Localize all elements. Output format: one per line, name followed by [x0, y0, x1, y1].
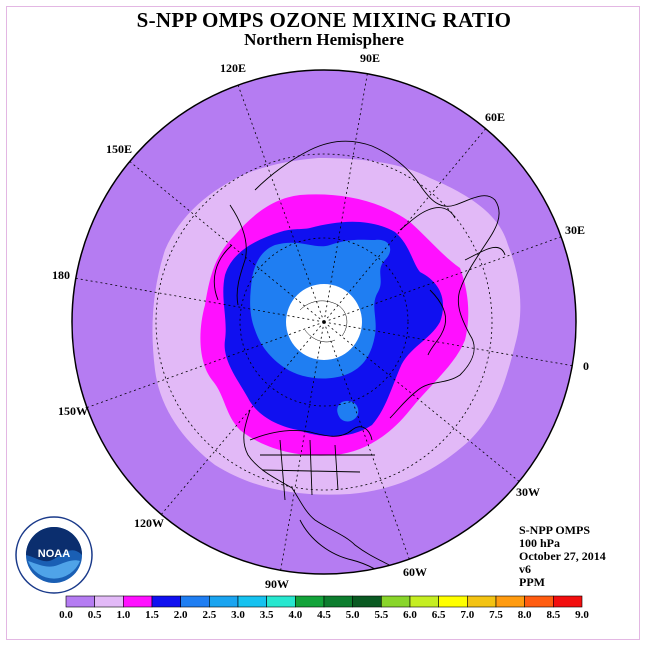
colorbar-swatch [65, 595, 95, 608]
colorbar-swatch [524, 595, 554, 608]
colorbar-swatch [151, 595, 181, 608]
colorbar-swatch [266, 595, 296, 608]
info-box: S-NPP OMPS 100 hPa October 27, 2014 v6 P… [519, 524, 606, 589]
lon-label-60w: 60W [403, 565, 427, 579]
colorbar-tick-label: 7.5 [489, 609, 503, 621]
colorbar-tick-label: 3.0 [231, 609, 245, 621]
lon-label-60e: 60E [485, 110, 506, 124]
colorbar-tick-label: 0.5 [87, 609, 102, 621]
colorbar-tick-label: 4.0 [288, 609, 303, 621]
colorbar-tick-label: 8.5 [546, 609, 561, 621]
colorbar-swatch [94, 595, 124, 608]
colorbar [65, 595, 583, 608]
colorbar-swatch [381, 595, 411, 608]
colorbar-tick-label: 2.5 [202, 609, 217, 621]
info-date: October 27, 2014 [519, 549, 606, 563]
colorbar-tick-label: 8.0 [517, 609, 532, 621]
lon-label-0: 0 [583, 359, 589, 373]
info-units: PPM [519, 575, 545, 589]
colorbar-tick-label: 9.0 [575, 609, 589, 621]
colorbar-swatch [553, 595, 583, 608]
lon-label-30w: 30W [516, 485, 540, 499]
map-border [71, 69, 577, 575]
colorbar-tick-label: 7.0 [460, 609, 475, 621]
colorbar-swatch [180, 595, 210, 608]
colorbar-tick-label: 5.0 [345, 609, 360, 621]
lon-label-90e: 90E [360, 51, 381, 65]
lon-label-90w: 90W [265, 577, 289, 591]
lon-label-120e: 120E [220, 61, 247, 75]
map-title: S-NPP OMPS OZONE MIXING RATIO [136, 8, 512, 32]
lon-label-30e: 30E [565, 223, 586, 237]
pole-coastlines [299, 300, 348, 343]
noaa-logo-icon: NOAA [14, 515, 94, 595]
info-level: 100 hPa [519, 536, 561, 550]
colorbar-tick-label: 6.0 [403, 609, 417, 621]
map-subtitle: Northern Hemisphere [244, 30, 404, 49]
colorbar-tick-label: 6.5 [431, 609, 446, 621]
colorbar-tick-label: 4.5 [317, 609, 331, 621]
colorbar-swatch [209, 595, 239, 608]
svg-text:NOAA: NOAA [38, 548, 70, 560]
info-instrument: S-NPP OMPS [519, 523, 590, 537]
colorbar-tick-label: 3.5 [259, 609, 274, 621]
colorbar-swatch [438, 595, 468, 608]
colorbar-swatch [295, 595, 325, 608]
ozone-band-2.0-2.5-patch [337, 400, 359, 422]
colorbar-tick-label: 0.0 [59, 609, 73, 621]
lon-label-120w: 120W [134, 516, 164, 530]
colorbar-swatch [495, 595, 525, 608]
colorbar-swatch [237, 595, 267, 608]
lon-label-150w: 150W [58, 404, 88, 418]
colorbar-swatch [352, 595, 382, 608]
lon-label-150e: 150E [106, 142, 133, 156]
graticule [73, 70, 575, 574]
colorbar-swatch [123, 595, 153, 608]
colorbar-swatch [409, 595, 439, 608]
image-frame [6, 6, 640, 640]
lon-label-180: 180 [52, 268, 70, 282]
colorbar-tick-label: 2.0 [173, 609, 188, 621]
coastlines [213, 140, 506, 574]
colorbar-tick-label: 1.0 [116, 609, 131, 621]
colorbar-tick-label: 1.5 [145, 609, 159, 621]
colorbar-tick-label: 5.5 [374, 609, 389, 621]
info-version: v6 [519, 562, 531, 576]
colorbar-swatch [467, 595, 497, 608]
colorbar-swatch [323, 595, 353, 608]
